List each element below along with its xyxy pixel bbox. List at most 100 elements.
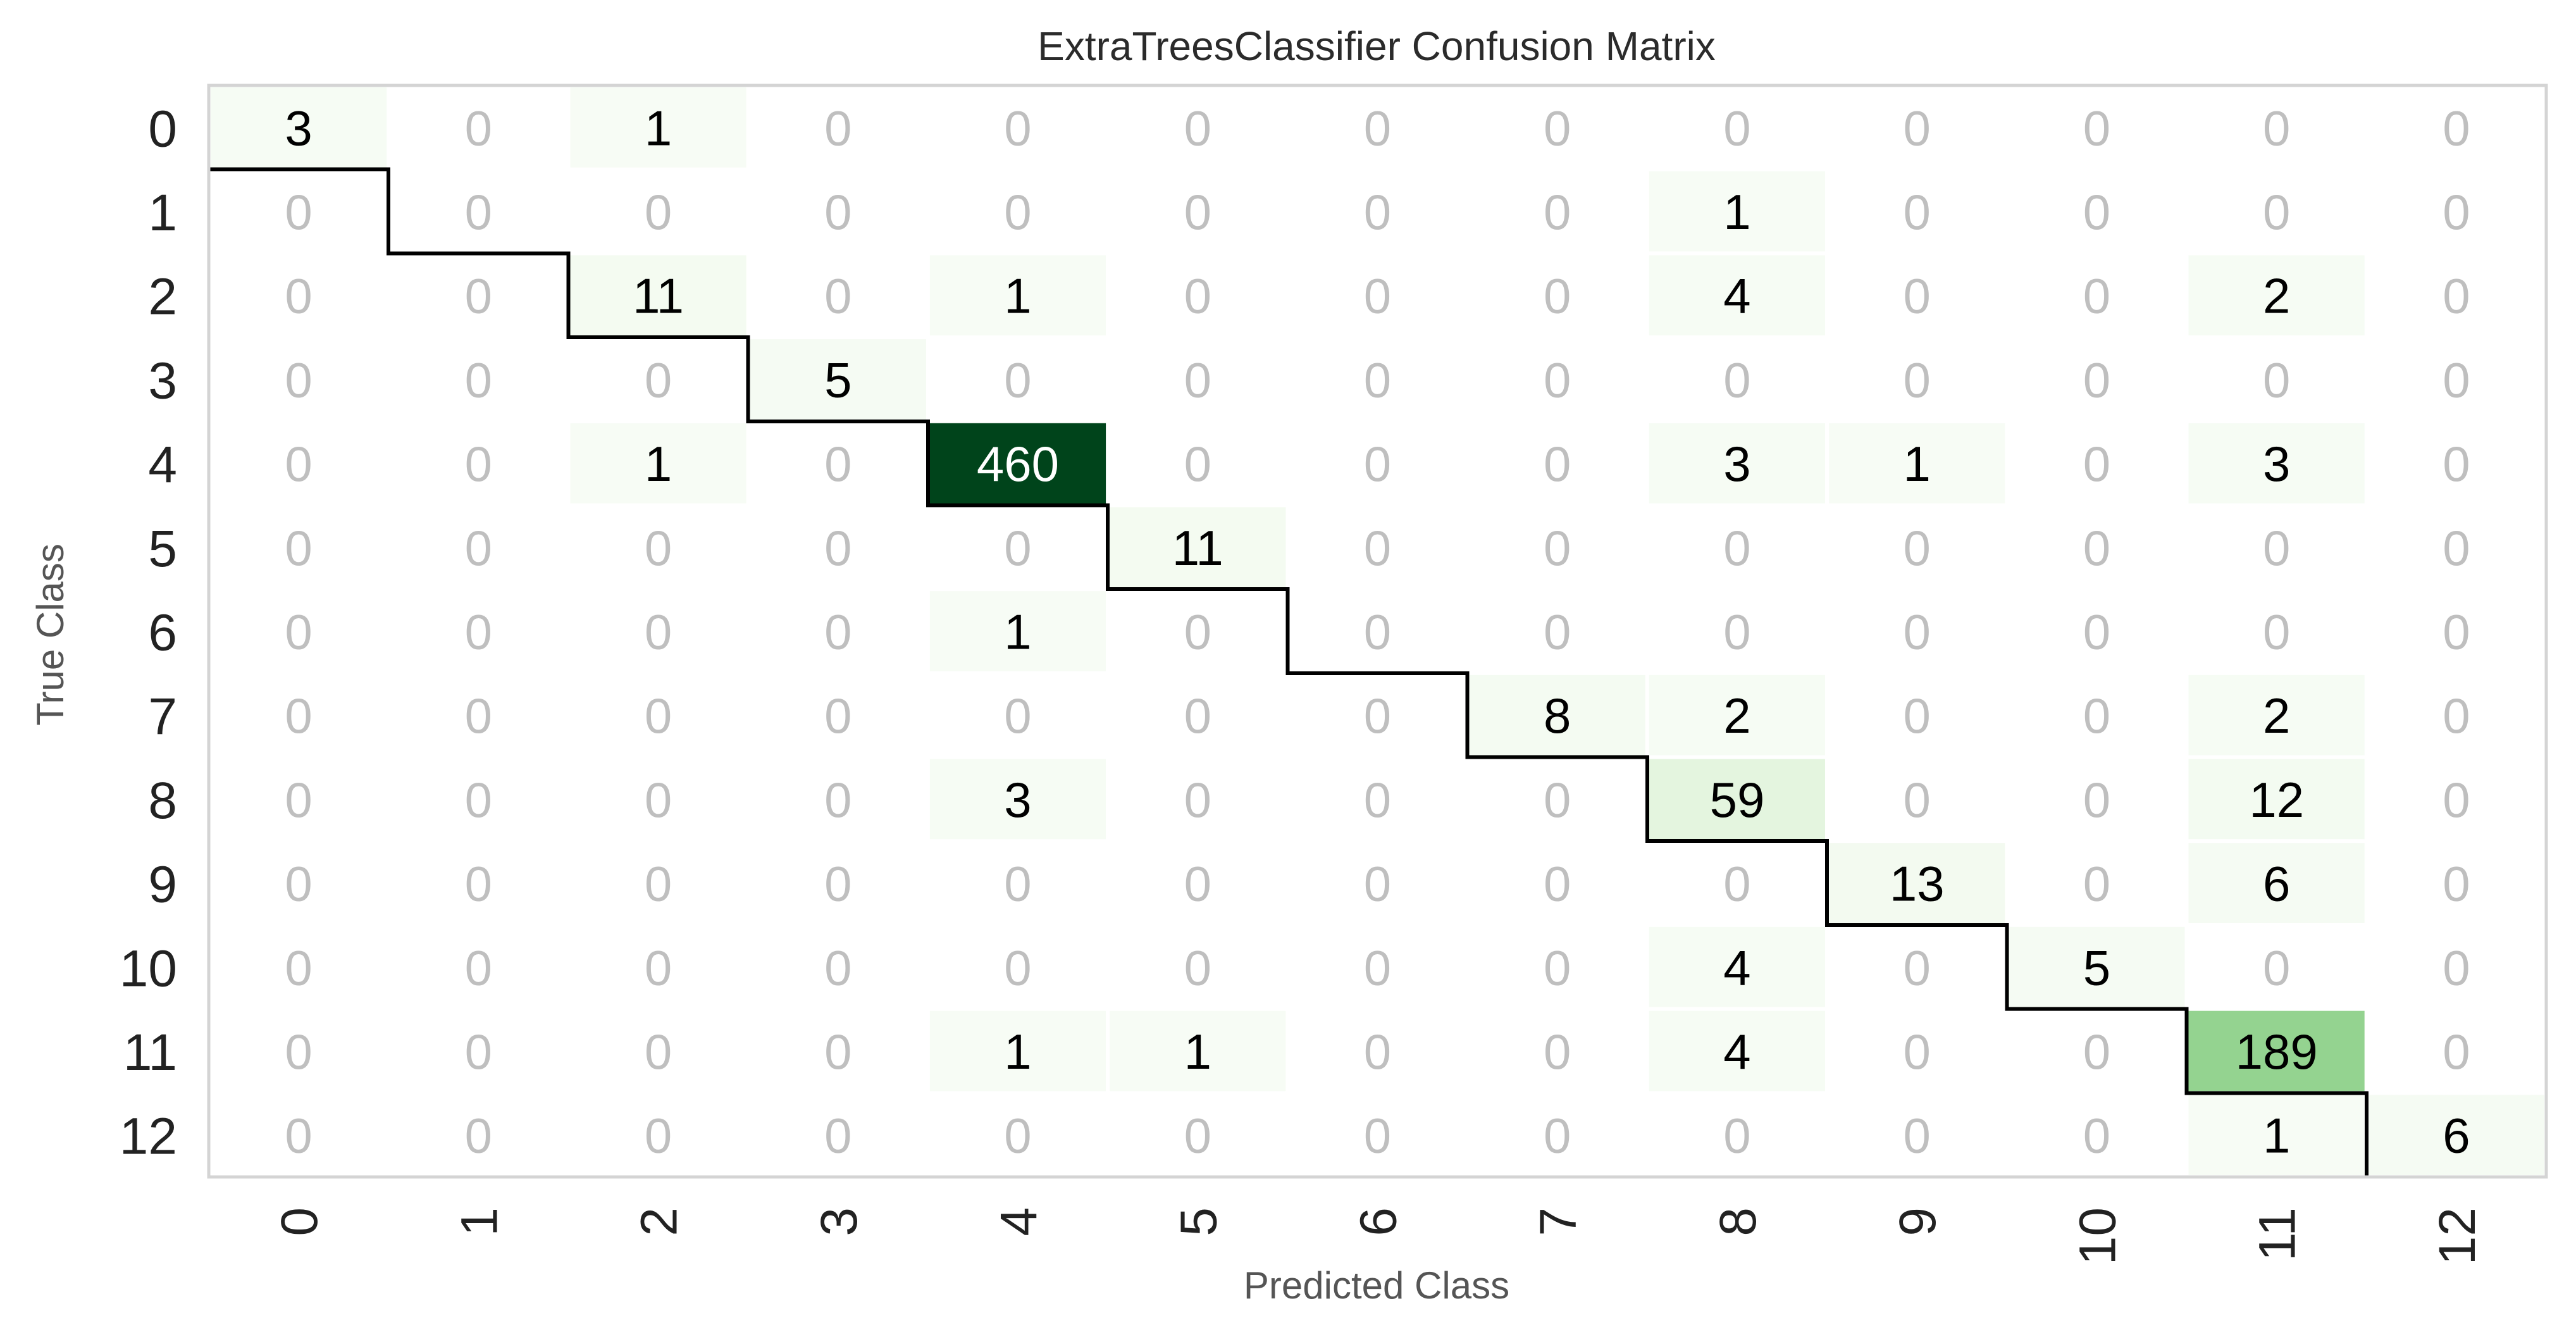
- heatmap-cell: [2188, 423, 2365, 504]
- cell-value-label: 0: [1184, 184, 1211, 240]
- cell-value-label: 0: [1904, 688, 1931, 743]
- cell-value-label: 0: [285, 1108, 312, 1164]
- cell-value-label: 0: [1723, 604, 1750, 660]
- cell-value-label: 0: [824, 268, 851, 324]
- cell-value-label: 2: [2263, 688, 2290, 743]
- cell-value-label: 1: [1184, 1024, 1211, 1079]
- cell-value-label: 0: [824, 1108, 851, 1164]
- x-tick-label: 2: [631, 1207, 688, 1236]
- x-tick-label: 8: [1709, 1207, 1767, 1236]
- cell-value-label: 0: [1544, 772, 1571, 828]
- cell-value-label: 0: [2263, 604, 2290, 660]
- cell-value-label: 0: [1184, 688, 1211, 743]
- cell-value-label: 0: [645, 940, 672, 995]
- x-tick-label: 10: [2069, 1207, 2126, 1265]
- cell-value-label: 0: [1364, 1024, 1391, 1079]
- cell-value-label: 0: [2083, 184, 2110, 240]
- cell-value-label: 0: [1004, 184, 1031, 240]
- cell-value-label: 0: [285, 604, 312, 660]
- plot-frame: [207, 84, 2548, 1179]
- heatmap-cell: [1649, 759, 1825, 840]
- cell-value-label: 13: [1890, 856, 1945, 912]
- cell-value-label: 0: [1364, 856, 1391, 912]
- cell-value-label: 0: [1364, 184, 1391, 240]
- cell-value-label: 0: [465, 1024, 492, 1079]
- cell-value-label: 8: [1544, 688, 1571, 743]
- cell-value-label: 0: [824, 100, 851, 156]
- cell-value-label: 0: [824, 520, 851, 576]
- cell-value-label: 0: [2443, 1024, 2470, 1079]
- cell-value-label: 0: [1904, 184, 1931, 240]
- y-tick-label: 2: [148, 268, 177, 326]
- cell-value-label: 0: [1004, 520, 1031, 576]
- cell-value-label: 0: [1364, 940, 1391, 995]
- cell-value-label: 4: [1723, 1024, 1750, 1079]
- heatmap-cell: [2188, 759, 2365, 840]
- cell-value-label: 0: [1723, 856, 1750, 912]
- heatmap-cell: [211, 87, 387, 168]
- x-tick-label: 6: [1350, 1207, 1408, 1236]
- cell-value-label: 0: [645, 352, 672, 407]
- cell-value-label: 0: [1544, 268, 1571, 324]
- cell-value-label: 0: [1904, 1108, 1931, 1164]
- heatmap-cells: [211, 87, 2544, 1175]
- cell-value-label: 189: [2236, 1024, 2318, 1079]
- cell-value-labels: 3 0 1 0 0 0 0 0 0 0 0 0 00 0 0 0 0 0 0 0 1 0 0 0 00 0 11 0 1 0 0 0 4 0 0 2 0…: [285, 100, 2470, 1163]
- cell-value-label: 59: [1710, 772, 1765, 828]
- cell-value-label: 1: [1904, 436, 1931, 492]
- x-axis-label: Predicted Class: [1244, 1264, 1509, 1307]
- y-tick-label: 3: [148, 352, 177, 409]
- y-tick-label: 7: [148, 688, 177, 745]
- cell-value-label: 0: [2083, 1108, 2110, 1164]
- cell-value-label: 0: [2083, 604, 2110, 660]
- x-tick-labels: 0 1 2 3 4 5 6 7 8 9 10 11 12: [271, 1207, 2486, 1265]
- cell-value-label: 0: [824, 688, 851, 743]
- cell-value-label: 0: [645, 184, 672, 240]
- cell-value-label: 0: [1364, 772, 1391, 828]
- diagonal-step-line-group: [208, 167, 2369, 1177]
- cell-value-label: 0: [1364, 688, 1391, 743]
- cell-value-label: 3: [1004, 772, 1031, 828]
- y-tick-label: 12: [120, 1108, 177, 1166]
- cell-value-label: 0: [1904, 268, 1931, 324]
- cell-value-label: 0: [2083, 1024, 2110, 1079]
- cell-value-label: 0: [1184, 352, 1211, 407]
- heatmap-cell: [570, 87, 746, 168]
- cell-value-label: 0: [1184, 268, 1211, 324]
- x-tick-label: 4: [990, 1207, 1048, 1236]
- cell-value-label: 0: [465, 856, 492, 912]
- y-tick-label: 10: [120, 940, 177, 997]
- heatmap-cell: [2188, 675, 2365, 756]
- cell-value-label: 2: [1723, 688, 1750, 743]
- cell-value-label: 0: [1364, 604, 1391, 660]
- cell-value-label: 0: [1184, 1108, 1211, 1164]
- cell-value-label: 0: [1184, 856, 1211, 912]
- cell-value-label: 0: [465, 100, 492, 156]
- cell-value-label: 6: [2443, 1108, 2470, 1164]
- cell-value-label: 0: [1004, 688, 1031, 743]
- heatmap-cell: [929, 759, 1106, 840]
- cell-value-label: 0: [824, 184, 851, 240]
- cell-value-label: 0: [1723, 1108, 1750, 1164]
- cell-value-label: 0: [1184, 604, 1211, 660]
- cell-value-label: 0: [285, 856, 312, 912]
- x-tick-label: 7: [1530, 1207, 1587, 1236]
- cell-value-label: 0: [2263, 184, 2290, 240]
- cell-value-label: 0: [1904, 772, 1931, 828]
- cell-value-label: 0: [645, 772, 672, 828]
- heatmap-cell: [2188, 255, 2365, 336]
- cell-value-label: 0: [285, 772, 312, 828]
- cell-value-label: 0: [465, 772, 492, 828]
- cell-value-label: 2: [2263, 268, 2290, 324]
- cell-value-label: 0: [1544, 520, 1571, 576]
- y-tick-label: 9: [148, 856, 177, 914]
- cell-value-label: 0: [1004, 352, 1031, 407]
- heatmap-cell: [2188, 843, 2365, 923]
- heatmap-cell: [1649, 1011, 1825, 1092]
- cell-value-label: 0: [1004, 940, 1031, 995]
- y-tick-label: 0: [148, 100, 177, 158]
- x-tick-label: 5: [1170, 1207, 1227, 1236]
- x-tick-label: 11: [2249, 1207, 2307, 1261]
